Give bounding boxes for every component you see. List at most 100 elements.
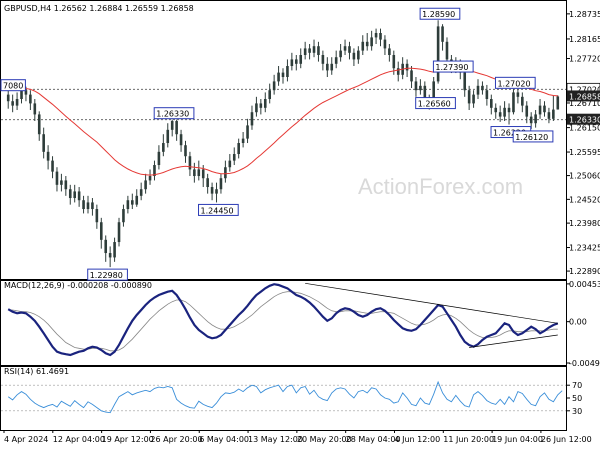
time-tick-label: 13 May 12:00 <box>248 435 303 444</box>
candle-body <box>299 55 303 64</box>
candle-body <box>113 242 116 258</box>
time-tick-label: 4 Apr 2024 <box>4 435 48 444</box>
candle-body <box>485 90 489 100</box>
candle-body <box>326 63 329 71</box>
candle-body <box>392 55 396 69</box>
price-tick-label: 1.26150 <box>569 124 600 133</box>
candle-body <box>206 178 209 188</box>
price-tick-label: 1.28165 <box>569 35 600 44</box>
price-tick-label: 1.23425 <box>569 244 600 253</box>
candle-body <box>472 94 475 104</box>
level-label-box <box>153 107 195 120</box>
candle-body <box>255 103 258 113</box>
level-label-box <box>415 97 456 110</box>
candle-body <box>246 125 249 139</box>
candle-body <box>521 96 524 106</box>
level-label: 1.27390 <box>435 63 468 72</box>
candle-body <box>77 191 81 201</box>
candle-body <box>547 112 551 119</box>
candle-body <box>73 191 76 199</box>
candle-body <box>162 143 165 152</box>
candle-body <box>104 239 108 254</box>
candle-body <box>144 180 147 190</box>
rsi-panel: 70 50 30 <box>1 380 582 416</box>
candle-body <box>201 169 205 179</box>
candle-body <box>6 94 10 102</box>
candle-body <box>348 46 351 53</box>
candle-body <box>272 81 276 91</box>
candle-body <box>51 160 54 172</box>
candle-body <box>188 156 192 170</box>
macd-line <box>7 283 559 357</box>
level-label: 1.22980 <box>90 271 123 280</box>
macd-title: MACD(12,26,9) -0.000208 -0.000890 <box>4 281 152 290</box>
candle-body <box>308 48 311 53</box>
candle-body <box>91 202 94 210</box>
price-tick-label: 1.25595 <box>569 148 600 157</box>
candle-body <box>365 41 369 47</box>
candle-body <box>494 107 498 113</box>
candle-body <box>224 167 227 179</box>
level-label: 1.28590 <box>422 10 455 19</box>
candle-body <box>193 169 196 177</box>
candle-body <box>436 26 440 82</box>
candle-body <box>294 59 298 64</box>
candle-body <box>281 72 285 78</box>
candle-body <box>543 105 546 113</box>
candle-body <box>361 41 365 51</box>
macd-tick-label: 0.004533 <box>569 280 600 289</box>
candle-body <box>410 70 413 82</box>
level-label: 1.26560 <box>418 100 451 109</box>
rsi-title: RSI(14) 61.4691 <box>4 367 69 376</box>
candle-body <box>419 85 422 91</box>
level-label-box <box>87 268 128 281</box>
macd-tick-label: -0.004961 <box>569 359 600 368</box>
time-tick-label: 28 May 04:00 <box>346 435 401 444</box>
candle-body <box>321 55 325 64</box>
level-label-box <box>419 7 461 20</box>
candle-body <box>414 81 418 91</box>
rsi-panel-frame <box>0 366 567 431</box>
candle-body <box>33 103 37 115</box>
candle-body <box>552 109 555 119</box>
candle-body <box>241 138 245 144</box>
price-tick-label: 1.27720 <box>569 55 600 64</box>
candle-body <box>339 50 342 58</box>
level-label: 1.26330 <box>156 110 189 119</box>
left-edge-level-label: 7080 <box>3 82 23 91</box>
price-tick-label: 1.24520 <box>569 195 600 204</box>
time-tick-label: 12 Apr 04:00 <box>53 435 105 444</box>
candle-body <box>441 26 444 42</box>
price-tag: 1.26330 <box>569 116 600 125</box>
level-label-box <box>494 76 536 89</box>
candle-body <box>175 121 178 135</box>
candle-body <box>312 46 316 53</box>
candle-body <box>86 202 90 210</box>
level-label-box <box>198 203 239 216</box>
watermark: ActionForex.com <box>358 174 523 199</box>
macd-tick-label: 0.00 <box>569 318 587 327</box>
candle-body <box>122 209 125 223</box>
candle-body <box>263 99 267 108</box>
price-reference-lines <box>1 88 566 121</box>
candle-body <box>498 112 502 117</box>
candle-body <box>534 114 537 124</box>
time-tick-label: 20 May 20:00 <box>297 435 352 444</box>
candle-body <box>46 151 50 161</box>
candle-body <box>290 59 294 67</box>
price-tick-label: 1.23980 <box>569 219 600 228</box>
price-tag: 1.27020 <box>569 85 600 94</box>
candle-body <box>20 90 23 100</box>
candle-body <box>538 105 542 115</box>
level-label: 1.24450 <box>201 206 234 215</box>
rsi-tick-label: 50 <box>572 394 582 403</box>
candle-body <box>184 145 187 157</box>
candle-body <box>352 52 356 60</box>
price-tag: 1.26858 <box>569 92 600 101</box>
candle-body <box>330 63 334 71</box>
time-tick-label: 26 Jun 12:00 <box>541 435 592 444</box>
price-tick-label: 1.28735 <box>569 10 600 19</box>
candle-body <box>490 99 493 108</box>
